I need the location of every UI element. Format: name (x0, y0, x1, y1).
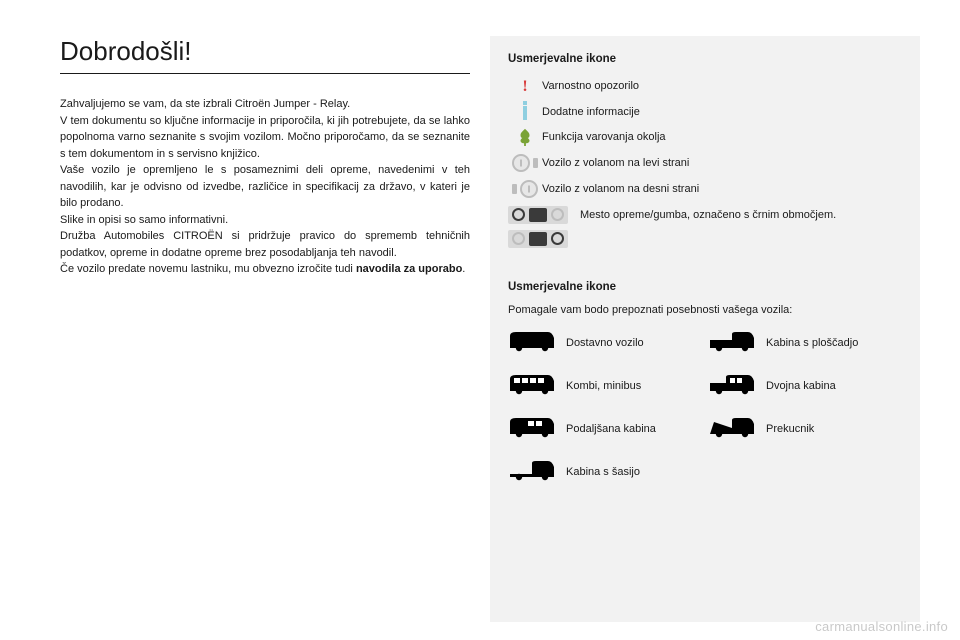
tree-icon (508, 128, 542, 146)
vehicle-label: Dvojna kabina (766, 379, 902, 394)
legend-heading-1: Usmerjevalne ikone (508, 52, 902, 68)
intro-para-5: Družba Automobiles CITROËN si pridržuje … (60, 228, 470, 261)
intro-para-6b: navodila za uporabo (356, 263, 462, 275)
warning-icon: ! (508, 76, 542, 98)
page-title: Dobrodošli! (60, 36, 470, 67)
crew-van-icon (508, 414, 560, 445)
vehicle-label: Prekucnik (766, 422, 902, 437)
intro-para-6: Če vozilo predate novemu lastniku, mu ob… (60, 261, 470, 278)
legend-row-eco: Funkcija varovanja okolja (508, 128, 902, 146)
legend-row-marker: Mesto opreme/gumba, označeno s črnim obm… (508, 206, 902, 254)
legend-label: Funkcija varovanja okolja (542, 130, 666, 145)
left-column: Dobrodošli! Zahvaljujemo se vam, da ste … (60, 36, 490, 622)
legend-label: Vozilo z volanom na levi strani (542, 156, 689, 171)
legend-heading-2: Usmerjevalne ikone (508, 280, 902, 296)
info-icon (508, 106, 542, 120)
steering-right-icon (508, 180, 542, 198)
legend-label: Dodatne informacije (542, 105, 640, 120)
vehicle-label: Dostavno vozilo (566, 336, 702, 351)
intro-para-3: Vaše vozilo je opremljeno le s posamezni… (60, 162, 470, 212)
vehicle-label: Podaljšana kabina (566, 422, 702, 437)
watermark: carmanualsonline.info (815, 619, 948, 634)
van-icon (508, 328, 560, 359)
title-rule (60, 73, 470, 74)
page: Dobrodošli! Zahvaljujemo se vam, da ste … (0, 0, 960, 640)
flatbed-icon (708, 328, 760, 359)
legend-label: Varnostno opozorilo (542, 79, 639, 94)
legend-row-warning: ! Varnostno opozorilo (508, 76, 902, 98)
intro-para-4: Slike in opisi so samo informativni. (60, 212, 470, 229)
tipper-icon (708, 414, 760, 445)
minibus-icon (508, 371, 560, 402)
legend-subtext: Pomagale vam bodo prepoznati posebnosti … (508, 303, 902, 318)
legend-label: Mesto opreme/gumba, označeno s črnim obm… (580, 206, 836, 223)
chassis-cab-icon (508, 457, 560, 488)
intro-para-6a: Če vozilo predate novemu lastniku, mu ob… (60, 263, 356, 275)
vehicle-grid: Dostavno vozilo Kabina s ploščadjo Kombi… (508, 328, 902, 487)
steering-left-icon (508, 154, 542, 172)
vehicle-label: Kabina s ploščadjo (766, 336, 902, 351)
right-column: Usmerjevalne ikone ! Varnostno opozorilo… (490, 36, 920, 622)
intro-para-2: V tem dokumentu so ključne informacije i… (60, 113, 470, 163)
legend-row-lhd: Vozilo z volanom na levi strani (508, 154, 902, 172)
vehicle-label: Kabina s šasijo (566, 465, 702, 480)
legend-label: Vozilo z volanom na desni strani (542, 182, 699, 197)
dashboard-marker-icon (508, 206, 580, 254)
intro-para-6c: . (462, 263, 465, 275)
vehicle-label: Kombi, minibus (566, 379, 702, 394)
double-cab-icon (708, 371, 760, 402)
legend-row-info: Dodatne informacije (508, 105, 902, 120)
intro-para-1: Zahvaljujemo se vam, da ste izbrali Citr… (60, 96, 470, 113)
legend-row-rhd: Vozilo z volanom na desni strani (508, 180, 902, 198)
